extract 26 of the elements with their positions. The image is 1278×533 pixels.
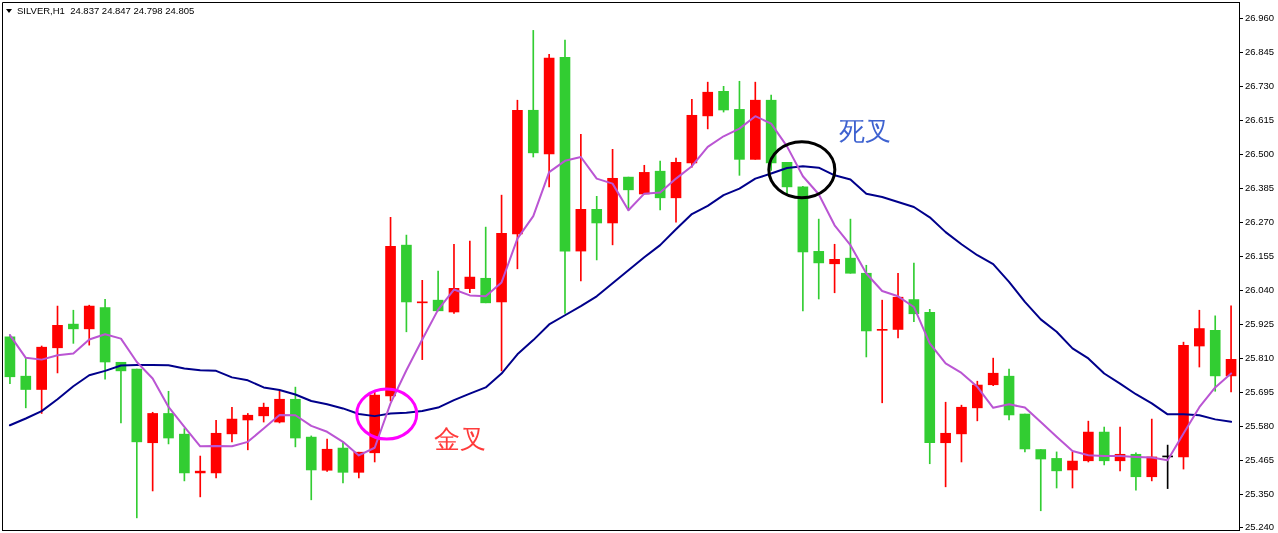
y-tick-label: 26.270 xyxy=(1245,215,1275,227)
y-tick-label: 26.960 xyxy=(1245,11,1275,23)
y-tick-label: 26.155 xyxy=(1245,250,1275,262)
y-tick-label: 26.615 xyxy=(1245,113,1275,125)
candlestick xyxy=(1035,449,1047,512)
y-tick-label: 25.810 xyxy=(1245,352,1275,364)
candlestick xyxy=(591,196,603,261)
candlestick xyxy=(242,413,254,451)
candlestick xyxy=(416,280,428,360)
candlestick xyxy=(876,299,888,404)
y-tick-label: 26.730 xyxy=(1245,79,1275,91)
y-tick-label: 26.385 xyxy=(1245,181,1275,193)
y-tick-label: 26.845 xyxy=(1245,45,1275,57)
annotation: 金叉 xyxy=(433,423,486,454)
y-tick-label: 25.350 xyxy=(1245,488,1275,500)
y-tick-label: 25.925 xyxy=(1245,318,1275,330)
chart-title: SILVER,H1 24.837 24.847 24.798 24.805 xyxy=(17,4,195,16)
candlestick xyxy=(464,240,476,294)
y-tick-label: 25.240 xyxy=(1245,520,1275,532)
y-tick-label: 25.695 xyxy=(1245,386,1275,398)
y-tick-label: 26.500 xyxy=(1245,147,1275,159)
y-tick-label: 25.465 xyxy=(1245,454,1275,466)
y-tick-label: 25.580 xyxy=(1245,420,1275,432)
annotation: 死叉 xyxy=(838,116,891,147)
candlestick xyxy=(813,218,825,300)
y-tick-label: 26.040 xyxy=(1245,284,1275,296)
